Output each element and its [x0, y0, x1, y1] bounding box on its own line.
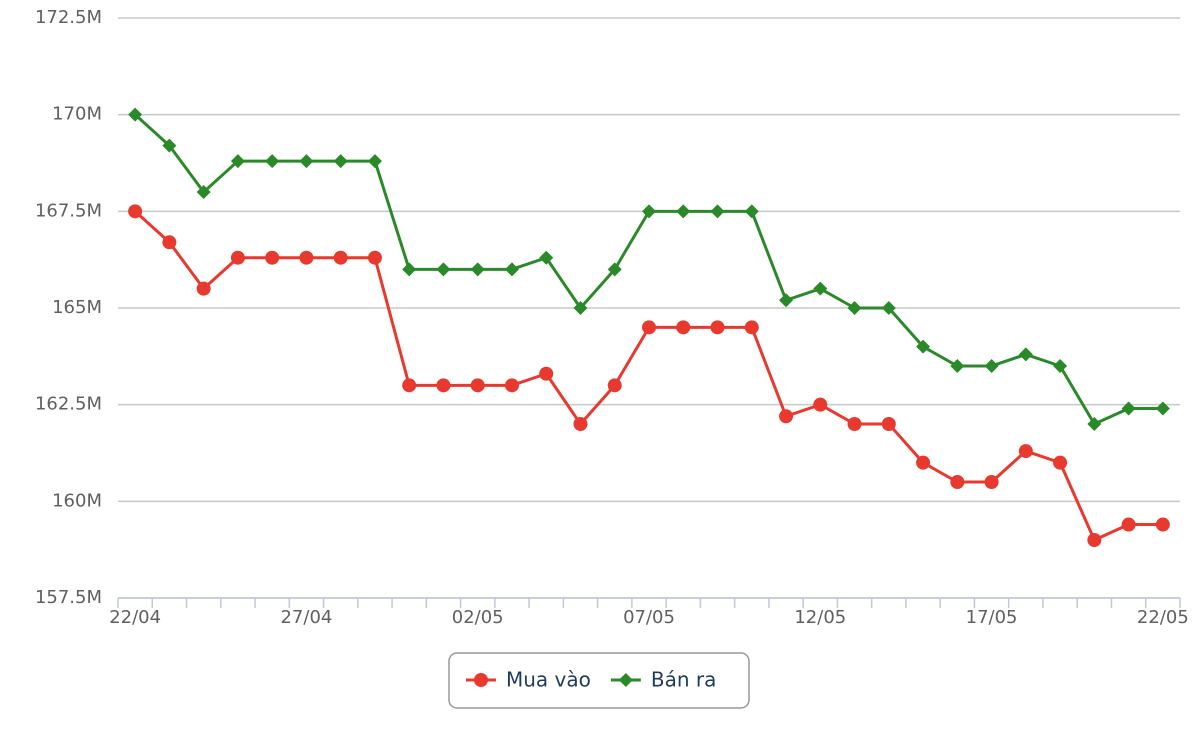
data-point — [299, 154, 314, 169]
data-point — [642, 320, 656, 335]
data-point — [779, 409, 794, 424]
data-point — [1053, 359, 1068, 373]
data-point — [230, 154, 245, 169]
series-line — [134, 113, 1163, 426]
data-point — [813, 281, 828, 296]
y-tick-label: 157.5M — [35, 587, 102, 608]
y-tick-label: 162.5M — [35, 394, 102, 415]
data-point — [916, 455, 931, 470]
data-point — [367, 154, 382, 169]
data-point — [676, 320, 691, 335]
x-tick-label: 07/05 — [623, 607, 675, 628]
data-point — [470, 262, 485, 277]
data-point — [299, 250, 314, 265]
data-point — [607, 378, 622, 393]
data-point — [813, 397, 828, 412]
data-point — [573, 301, 588, 315]
data-point — [128, 204, 143, 219]
data-point — [504, 378, 519, 393]
data-point — [607, 262, 622, 277]
x-tick-label: 17/05 — [966, 607, 1018, 628]
data-point — [710, 320, 725, 335]
data-point — [128, 107, 143, 122]
x-tick-label: 22/04 — [109, 607, 161, 628]
data-point — [950, 475, 965, 489]
data-point — [573, 417, 588, 431]
data-point — [744, 320, 759, 335]
data-point — [539, 250, 554, 265]
data-point — [881, 301, 896, 315]
data-point — [265, 250, 280, 265]
legend-label: Bán ra — [651, 668, 717, 692]
data-point — [916, 339, 931, 354]
data-point — [710, 204, 725, 219]
data-point — [504, 262, 519, 277]
series-line — [134, 210, 1163, 542]
y-tick-label: 172.5M — [35, 7, 102, 28]
data-point — [950, 359, 965, 373]
data-point — [230, 250, 245, 265]
data-point — [1121, 517, 1136, 532]
data-point — [402, 262, 417, 277]
y-tick-label: 165M — [52, 297, 102, 318]
data-point — [265, 154, 280, 169]
y-tick-label: 160M — [52, 490, 102, 511]
data-point — [1018, 347, 1033, 362]
legend-label: Mua vào — [506, 668, 591, 692]
data-point — [847, 301, 862, 315]
data-point — [402, 378, 417, 393]
data-point — [162, 138, 177, 153]
data-point — [539, 366, 554, 381]
data-point — [1087, 417, 1102, 431]
data-point — [1155, 517, 1170, 532]
data-point — [196, 185, 211, 199]
data-point — [744, 204, 759, 219]
data-point — [779, 293, 794, 308]
data-point — [1155, 401, 1170, 416]
data-point — [881, 417, 896, 431]
data-point — [642, 204, 656, 219]
y-tick-label: 167.5M — [35, 200, 102, 221]
data-point — [162, 235, 177, 250]
data-point — [1053, 455, 1068, 470]
data-point — [333, 250, 348, 265]
data-point — [1121, 401, 1136, 416]
data-point — [333, 154, 348, 169]
data-point — [367, 250, 382, 265]
data-point — [436, 262, 451, 277]
data-point — [1087, 533, 1102, 547]
legend-marker — [618, 673, 633, 687]
data-point — [196, 281, 211, 296]
y-tick-label: 170M — [52, 104, 102, 125]
x-tick-label: 27/04 — [280, 607, 332, 628]
x-tick-label: 02/05 — [452, 607, 504, 628]
data-point — [676, 204, 691, 219]
x-tick-label: 22/05 — [1137, 607, 1189, 628]
data-point — [1018, 444, 1033, 459]
x-tick-label: 12/05 — [794, 607, 846, 628]
data-point — [984, 475, 999, 489]
data-point — [436, 378, 451, 393]
legend-marker — [474, 673, 488, 687]
data-point — [470, 378, 485, 393]
legend-box — [448, 652, 750, 709]
data-point — [847, 417, 862, 431]
data-point — [984, 359, 999, 373]
